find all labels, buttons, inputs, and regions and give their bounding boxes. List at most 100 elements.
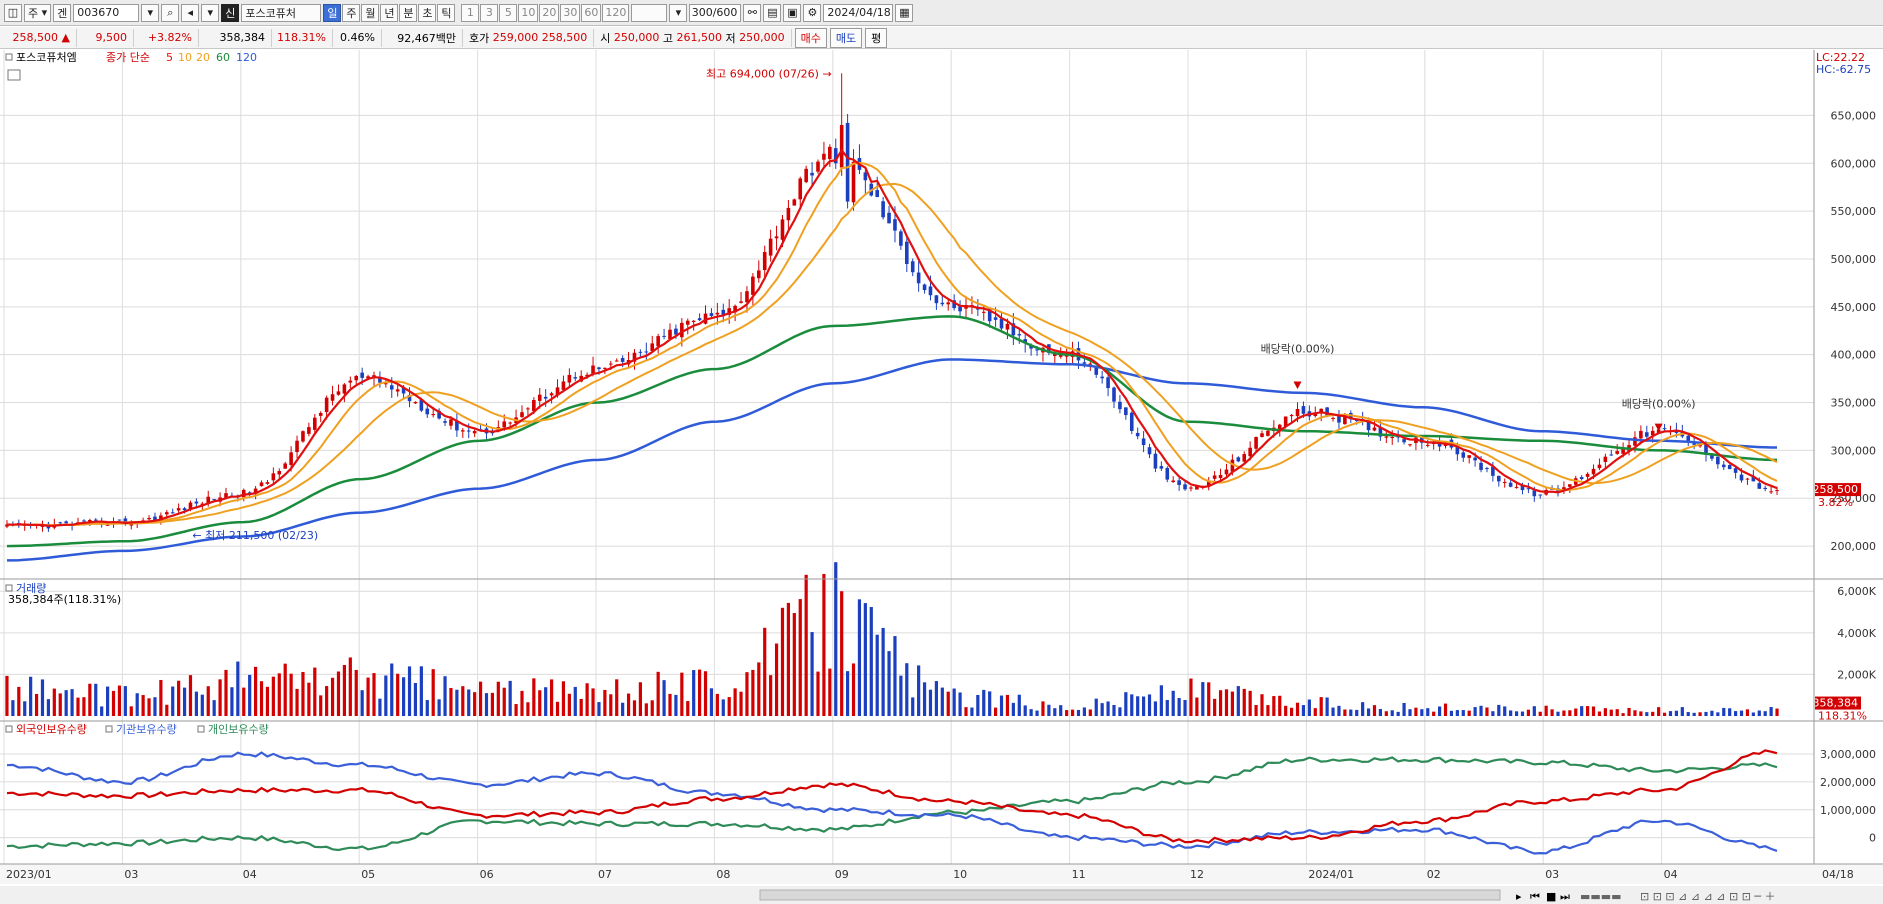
volume-bar (994, 707, 998, 716)
prev-stock-icon[interactable]: ◂ (181, 3, 200, 22)
period-tab-5[interactable]: 초 (418, 3, 437, 22)
volume-bar (1236, 686, 1240, 716)
candle-body (685, 320, 690, 325)
candle-body (1118, 401, 1122, 410)
candle-body (1461, 452, 1466, 458)
candle-body (1236, 457, 1241, 462)
gear-icon[interactable]: ⚙ (803, 3, 822, 22)
candle-body (1035, 349, 1039, 351)
indicator-icon[interactable]: ⚯ (743, 3, 762, 22)
volume-bar (1509, 710, 1513, 716)
candle-body (721, 309, 726, 315)
date-value: 2024/04/18 (827, 6, 891, 19)
interval-button-1[interactable]: 1 (461, 3, 480, 22)
volume-bar (182, 687, 187, 716)
flat-button[interactable]: 평 (865, 27, 888, 48)
stock-chart[interactable]: 650,000 600,000 550,000 500,000 450,000 400,0… (0, 50, 1883, 904)
search-icon[interactable]: ⌕ (161, 3, 180, 22)
interval-button-5[interactable]: 5 (499, 3, 518, 22)
market-select[interactable]: 주 ▾ (24, 3, 52, 22)
volume-bar (1029, 709, 1033, 716)
period-tab-3[interactable]: 년 (380, 3, 399, 22)
candle-body (1378, 427, 1383, 437)
volume-bar (721, 699, 725, 716)
panel-menu-icon[interactable]: ◫ (4, 3, 22, 22)
candle-body (1508, 482, 1513, 487)
interval-button-3[interactable]: 3 (480, 3, 499, 22)
volume-bar (254, 666, 258, 716)
holdings-legend-box-3-icon[interactable] (197, 725, 205, 733)
period-tab-6[interactable]: 틱 (437, 3, 456, 22)
volume-tick-label: 6,000K (1837, 585, 1876, 598)
period-tab-0[interactable]: 일 (323, 3, 342, 22)
interval-button-60[interactable]: 60 (581, 3, 602, 22)
interval-custom-input[interactable] (631, 3, 668, 22)
legend-ma60: 60 (216, 51, 230, 64)
period-tab-4[interactable]: 분 (399, 3, 418, 22)
volume-bar (330, 677, 335, 716)
print-icon[interactable]: ▤ (763, 3, 782, 22)
search-type-select[interactable]: 겐 (53, 3, 72, 22)
turnover-rate-value: 0.46% (340, 31, 375, 44)
volume-bar (1443, 703, 1448, 716)
volume-bar (147, 698, 151, 716)
candle-body (1467, 455, 1471, 458)
volume-bar (715, 693, 719, 716)
volume-legend-box-icon[interactable] (5, 584, 13, 592)
candle-body (472, 431, 477, 434)
interval-button-10[interactable]: 10 (518, 3, 539, 22)
volume-bar (431, 669, 435, 716)
candle-body (1331, 417, 1335, 419)
holdings-legend-box-1-icon[interactable] (5, 725, 13, 733)
interval-button-30[interactable]: 30 (560, 3, 581, 22)
candle-body (1656, 429, 1661, 434)
bid-price: 258,500 (541, 31, 588, 44)
calendar-icon[interactable]: ▦ (895, 3, 914, 22)
drawing-tools-icon[interactable]: ⊡ ⊡ ⊡ ⊿ ⊿ ⊿ ⊿ ⊡ ⊡ ─ ＋ (1640, 890, 1776, 903)
stock-code-input[interactable]: 003670 (73, 3, 140, 22)
interval-button-120[interactable]: 120 (602, 3, 630, 22)
candle-body (1520, 485, 1525, 491)
stop-icon[interactable]: ■ (1546, 890, 1556, 903)
ma20-line (6, 182, 1778, 527)
dividend-marker-1-icon (1293, 381, 1302, 390)
bar-count-input[interactable]: 300/600 (689, 3, 742, 22)
candle-body (1289, 414, 1294, 417)
price-legend: 포스코퓨처엠 종가 단순 5 10 20 60 120 (5, 51, 257, 81)
scroll-thumb[interactable] (759, 889, 1501, 901)
price-panel: 650,000 600,000 550,000 500,000 450,000 400,0… (5, 67, 1876, 562)
zoom-slider-icon[interactable]: ▬▬▬▬ (1580, 890, 1622, 903)
date-input[interactable]: 2024/04/18 (823, 3, 894, 22)
volume-bar (1331, 707, 1335, 716)
volume-bar (905, 663, 909, 716)
candle-body (845, 122, 850, 202)
sell-button[interactable]: 매도 (829, 27, 863, 48)
candle-body (82, 520, 86, 522)
candle-body (1011, 323, 1016, 336)
scroll-controls: ▸ ⏮ ■ ⏭ ▬▬▬▬ ⊡ ⊡ ⊡ ⊿ ⊿ ⊿ ⊿ ⊡ ⊡ ─ ＋ (0, 886, 1883, 904)
period-tab-2[interactable]: 월 (361, 3, 380, 22)
period-tab-1[interactable]: 주 (342, 3, 361, 22)
scroll-left-icon[interactable]: ▸ (1516, 890, 1522, 903)
holdings-legend-box-2-icon[interactable] (105, 725, 113, 733)
scroll-first-icon[interactable]: ⏮ (1530, 890, 1540, 903)
volume-bar (567, 693, 571, 716)
code-dropdown-icon[interactable]: ▾ (141, 3, 160, 22)
scroll-last-icon[interactable]: ⏭ (1560, 890, 1570, 903)
volume-bar (1668, 711, 1673, 716)
volume-bar (171, 686, 175, 716)
interval-dropdown-icon[interactable]: ▾ (669, 3, 688, 22)
next-stock-icon[interactable]: ▾ (201, 3, 220, 22)
interval-button-20[interactable]: 20 (539, 3, 560, 22)
volume-bar (922, 682, 927, 716)
panel-collapse-icon[interactable] (7, 69, 21, 81)
legend-box-icon[interactable] (5, 53, 13, 61)
candle-body (863, 172, 868, 181)
buy-button[interactable]: 매수 (794, 27, 827, 48)
volume-bar (976, 694, 980, 716)
volume-bar (526, 702, 530, 716)
search-type-label: 겐 (57, 6, 68, 20)
save-icon[interactable]: ▣ (783, 3, 802, 22)
candle-body (1100, 376, 1104, 379)
